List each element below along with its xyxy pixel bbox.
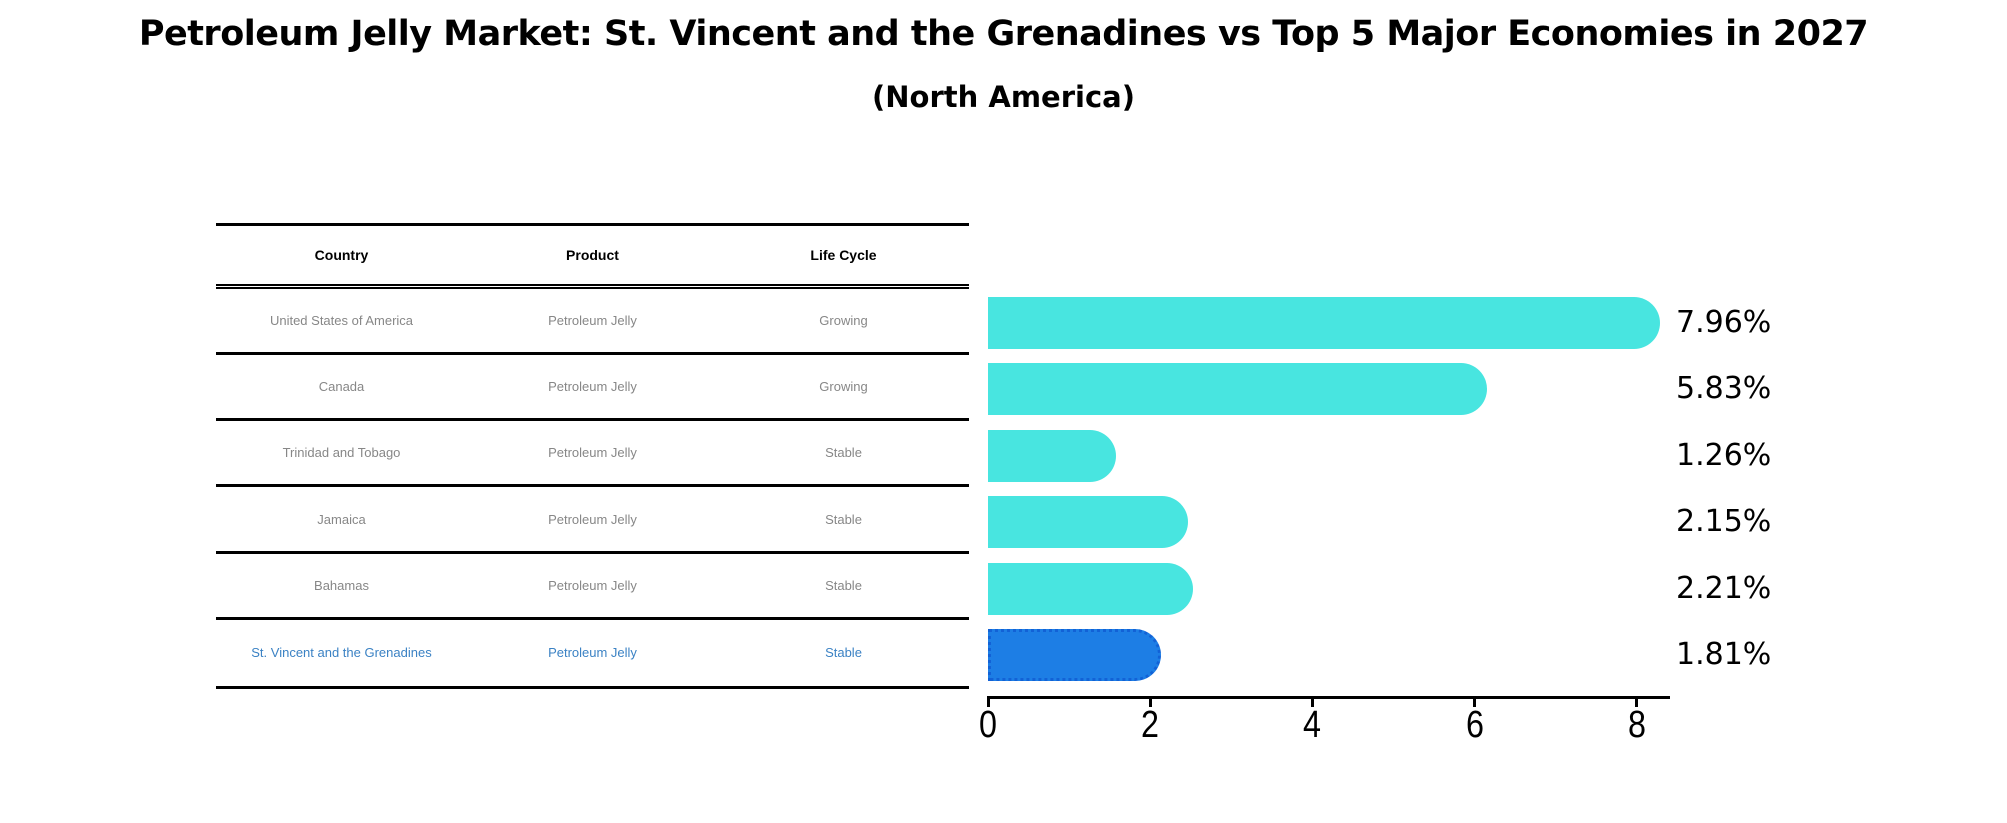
table-header-row: Country Product Life Cycle bbox=[216, 226, 969, 289]
bar bbox=[988, 496, 1189, 549]
value-label: 1.81% bbox=[1676, 637, 1772, 672]
table-cell-country: Trinidad and Tobago bbox=[282, 445, 401, 461]
x-tick-label: 2 bbox=[1141, 704, 1160, 746]
value-label: 7.96% bbox=[1676, 305, 1772, 340]
x-axis bbox=[987, 696, 1670, 699]
x-tick bbox=[986, 696, 990, 707]
table-cell-country: United States of America bbox=[269, 313, 414, 329]
table-cell-life-cycle: Stable bbox=[825, 645, 862, 661]
table-row: Bahamas Petroleum Jelly Stable bbox=[216, 554, 969, 620]
x-tick bbox=[1310, 696, 1314, 707]
table-cell-life-cycle: Stable bbox=[825, 577, 862, 593]
value-label: 1.26% bbox=[1676, 437, 1772, 473]
table-row: Trinidad and Tobago Petroleum Jelly Stable bbox=[216, 421, 969, 488]
table-row: Canada Petroleum Jelly Growing bbox=[216, 355, 969, 422]
table-cell-product: Petroleum Jelly bbox=[548, 445, 637, 461]
table-cell-life-cycle: Growing bbox=[819, 379, 868, 395]
table-cell-life-cycle: Growing bbox=[819, 313, 868, 329]
table-cell-life-cycle: Stable bbox=[825, 511, 862, 527]
table-header-cell-product: Product bbox=[566, 246, 619, 263]
x-tick bbox=[1148, 696, 1152, 707]
value-label: 2.21% bbox=[1676, 570, 1772, 606]
x-tick bbox=[1473, 696, 1477, 707]
bar bbox=[988, 297, 1660, 349]
table-row: United States of America Petroleum Jelly G… bbox=[216, 289, 969, 356]
table-row: Jamaica Petroleum Jelly Stable bbox=[216, 487, 969, 554]
table-cell-product: Petroleum Jelly bbox=[548, 313, 637, 329]
country-table: Country Product Life Cycle United States of… bbox=[216, 223, 969, 689]
bar bbox=[988, 363, 1487, 416]
table-cell-product: Petroleum Jelly bbox=[548, 577, 637, 593]
x-tick bbox=[1635, 696, 1639, 707]
chart-subtitle: (North America) bbox=[872, 80, 1135, 114]
table-cell-product: Petroleum Jelly bbox=[548, 511, 637, 527]
x-tick-label: 4 bbox=[1303, 704, 1322, 746]
table-cell-product: Petroleum Jelly bbox=[548, 379, 637, 395]
table-cell-country: Canada bbox=[318, 379, 365, 395]
value-label: 5.83% bbox=[1676, 371, 1772, 407]
table-cell-life-cycle: Stable bbox=[825, 445, 862, 461]
table-header-cell-country: Country bbox=[314, 246, 369, 263]
chart-title: Petroleum Jelly Market: St. Vincent and … bbox=[138, 14, 1869, 54]
x-tick-label: 8 bbox=[1627, 704, 1646, 746]
x-tick-label: 0 bbox=[979, 704, 997, 746]
bar bbox=[988, 429, 1117, 482]
table-header-cell-life-cycle: Life Cycle bbox=[810, 246, 877, 263]
table-cell-country: Bahamas bbox=[314, 577, 369, 593]
bar-highlight bbox=[988, 629, 1161, 681]
table-cell-product: Petroleum Jelly bbox=[548, 645, 637, 661]
table-cell-country: Jamaica bbox=[317, 511, 366, 527]
value-label: 2.15% bbox=[1676, 504, 1772, 540]
table-row-highlight: St. Vincent and the Grenadines Petroleum … bbox=[216, 620, 969, 686]
table-cell-country: St. Vincent and the Grenadines bbox=[251, 645, 432, 661]
bar bbox=[988, 562, 1194, 615]
x-tick-label: 6 bbox=[1465, 704, 1484, 746]
